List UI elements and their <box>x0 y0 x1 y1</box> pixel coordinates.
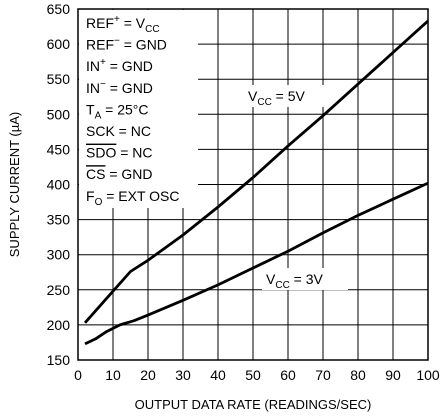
y-tick-label: 450 <box>47 141 71 157</box>
x-tick-labels: 0 10 20 30 40 50 60 70 80 90 100 <box>74 367 440 383</box>
condition-line: TA = 25°C <box>86 101 148 121</box>
y-tick-label: 650 <box>47 1 71 17</box>
condition-line: IN− = GND <box>86 79 153 96</box>
y-tick-labels: 150 200 250 300 350 400 450 500 550 600 650 <box>47 1 71 368</box>
condition-line: SCK = NC <box>86 123 151 139</box>
series-label-background <box>244 85 330 107</box>
series-label-5v: VCC = 5V <box>248 88 306 108</box>
y-tick-label: 300 <box>47 247 71 263</box>
series-line-3v <box>84 181 429 346</box>
condition-line: FO = EXT OSC <box>86 188 180 208</box>
y-tick-label: 200 <box>47 317 71 333</box>
x-tick-label: 70 <box>315 367 331 383</box>
x-tick-label: 80 <box>350 367 366 383</box>
y-tick-label: 350 <box>47 212 71 228</box>
condition-line: IN+ = GND <box>86 57 153 74</box>
series-label-background <box>262 268 348 290</box>
x-tick-label: 20 <box>140 367 156 383</box>
y-tick-label: 600 <box>47 36 71 52</box>
series-line-5v <box>83 19 429 324</box>
y-tick-label: 550 <box>47 71 71 87</box>
x-tick-label: 90 <box>385 367 401 383</box>
x-axis-label: OUTPUT DATA RATE (READINGS/SEC) <box>135 397 372 412</box>
x-tick-label: 10 <box>105 367 121 383</box>
condition-line: SDO = NC <box>86 145 153 161</box>
y-tick-label: 500 <box>47 106 71 122</box>
condition-line: REF+ = VCC <box>86 14 160 35</box>
x-tick-label: 60 <box>280 367 296 383</box>
x-tick-label: 30 <box>175 367 191 383</box>
series-lines <box>83 19 429 346</box>
y-tick-label: 250 <box>47 282 71 298</box>
series-label-3v: VCC = 3V <box>266 271 324 291</box>
series-labels: VCC = 5V VCC = 3V <box>244 85 348 291</box>
condition-line: REF− = GND <box>86 36 167 53</box>
y-axis-label: SUPPLY CURRENT (µA) <box>7 112 22 257</box>
x-tick-label: 0 <box>74 367 82 383</box>
condition-line: CS = GND <box>86 166 153 182</box>
x-tick-label: 50 <box>245 367 261 383</box>
x-tick-label: 100 <box>416 367 440 383</box>
y-tick-label: 400 <box>47 177 71 193</box>
conditions-background <box>79 10 198 208</box>
x-tick-label: 40 <box>210 367 226 383</box>
y-tick-label: 150 <box>47 352 71 368</box>
